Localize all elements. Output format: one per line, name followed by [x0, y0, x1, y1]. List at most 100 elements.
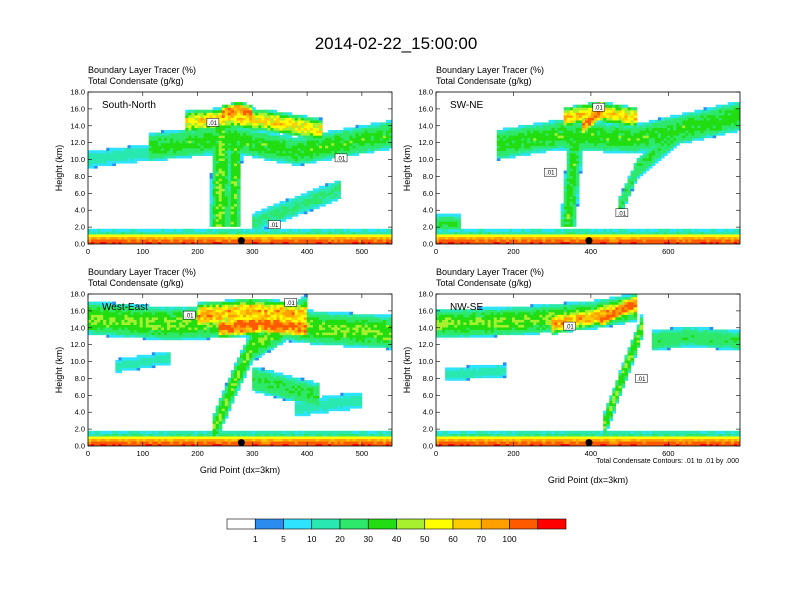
x-axis-label: Grid Point (dx=3km) — [548, 475, 628, 485]
surface-marker — [585, 439, 593, 447]
y-tick-label: 8.0 — [423, 374, 433, 383]
panel-header-tracer: Boundary Layer Tracer (%) — [436, 267, 544, 277]
y-tick-label: 14.0 — [418, 121, 433, 130]
shaded-field — [436, 102, 740, 244]
x-tick-label: 600 — [662, 449, 675, 458]
panel-header-condensate: Total Condensate (g/kg) — [436, 76, 532, 86]
panel-west-east: 0.0 2.0 4.0 6.0 8.0 10.0 12.0 14.0 16.0 18.0 0 100 2… — [54, 267, 393, 475]
y-tick-label: 4.0 — [75, 408, 85, 417]
y-tick-label: 10.0 — [70, 155, 85, 164]
contour-label: .01 — [270, 223, 279, 229]
x-tick-label: 0 — [434, 449, 438, 458]
colorbar-swatch — [226, 518, 256, 530]
x-tick-label: 400 — [585, 449, 598, 458]
y-tick-label: 6.0 — [75, 391, 85, 400]
y-axis-label: Height (km) — [54, 347, 64, 394]
y-axis-label: Height (km) — [402, 145, 412, 192]
x-tick-label: 100 — [137, 449, 150, 458]
y-tick-label: 16.0 — [418, 104, 433, 113]
colorbar-swatch — [254, 518, 284, 530]
colorbar-label: 10 — [307, 534, 317, 544]
y-tick-label: 2.0 — [423, 425, 433, 434]
y-tick-label: 16.0 — [70, 104, 85, 113]
y-tick-label: 2.0 — [75, 425, 85, 434]
panel-header-tracer: Boundary Layer Tracer (%) — [88, 267, 196, 277]
panel-header-tracer: Boundary Layer Tracer (%) — [88, 65, 196, 75]
y-tick-label: 16.0 — [418, 306, 433, 315]
y-tick-label: 2.0 — [75, 223, 85, 232]
y-tick-label: 0.0 — [75, 240, 85, 249]
colorbar-swatch — [283, 518, 313, 530]
y-tick-label: 16.0 — [70, 306, 85, 315]
y-tick-label: 0.0 — [423, 240, 433, 249]
x-tick-label: 0 — [434, 247, 438, 256]
x-tick-label: 600 — [662, 247, 675, 256]
colorbar-label: 60 — [448, 534, 458, 544]
y-tick-label: 10.0 — [70, 357, 85, 366]
contour-note: Total Condensate Contours: .01 to .01 by… — [596, 458, 739, 465]
contour-label-box — [284, 298, 297, 307]
y-tick-label: 14.0 — [70, 323, 85, 332]
y-tick-label: 4.0 — [423, 206, 433, 215]
x-tick-label: 0 — [86, 247, 90, 256]
contour-label: .01 — [185, 314, 194, 320]
y-tick-label: 8.0 — [423, 172, 433, 181]
x-tick-label: 200 — [507, 247, 520, 256]
shaded-field — [436, 294, 740, 446]
plot-frame — [435, 293, 741, 447]
surface-marker — [237, 237, 245, 245]
colorbar-swatch — [339, 518, 369, 530]
contour-label-box — [615, 208, 629, 218]
contour-label: .01 — [286, 301, 295, 307]
plot-frame — [435, 91, 741, 245]
x-tick-label: 500 — [356, 449, 369, 458]
contour-label-box — [267, 220, 281, 229]
colorbar-label: 30 — [364, 534, 374, 544]
y-axis-label: Height (km) — [54, 145, 64, 192]
colorbar-swatch — [396, 518, 426, 530]
contour-label-box — [634, 374, 648, 383]
panels: 0.0 2.0 4.0 6.0 8.0 10.0 12.0 14.0 16.0 18.0 0 100 2… — [54, 65, 741, 485]
y-tick-label: 4.0 — [423, 408, 433, 417]
x-tick-label: 300 — [246, 247, 259, 256]
y-tick-label: 0.0 — [423, 442, 433, 451]
contour-label: .01 — [594, 106, 603, 112]
panel-label: West-East — [102, 302, 148, 313]
contour-label-box — [563, 321, 576, 331]
y-tick-label: 18.0 — [418, 88, 433, 97]
panel-label: South-North — [102, 100, 156, 111]
panel-label: NW-SE — [450, 302, 483, 313]
panel-header-condensate: Total Condensate (g/kg) — [88, 278, 184, 288]
x-axis-label: Grid Point (dx=3km) — [200, 465, 280, 475]
colorbar-label: 70 — [477, 534, 487, 544]
panel-label: SW-NE — [450, 100, 483, 111]
colorbar-swatch — [452, 518, 482, 530]
y-tick-label: 12.0 — [418, 340, 433, 349]
colorbar-label: 1 — [253, 534, 258, 544]
panel-header-condensate: Total Condensate (g/kg) — [88, 76, 184, 86]
y-tick-label: 6.0 — [423, 189, 433, 198]
colorbar-swatch — [424, 518, 454, 530]
colorbar-label: 20 — [335, 534, 345, 544]
x-tick-label: 200 — [191, 449, 204, 458]
panel-header-condensate: Total Condensate (g/kg) — [436, 278, 532, 288]
y-tick-label: 18.0 — [70, 88, 85, 97]
contour-label: .01 — [637, 377, 646, 383]
x-tick-label: 400 — [301, 449, 314, 458]
shaded-field — [88, 294, 392, 446]
y-tick-label: 10.0 — [418, 155, 433, 164]
y-tick-label: 6.0 — [423, 391, 433, 400]
y-tick-label: 4.0 — [75, 206, 85, 215]
y-axis-label: Height (km) — [402, 347, 412, 394]
y-tick-label: 14.0 — [418, 323, 433, 332]
plot-frame — [87, 91, 393, 245]
y-tick-label: 10.0 — [418, 357, 433, 366]
panel-sw-ne: 0.0 2.0 4.0 6.0 8.0 10.0 12.0 14.0 16.0 18.0 0 200 4… — [402, 65, 741, 256]
colorbar-label: 40 — [392, 534, 402, 544]
colorbar-label: 50 — [420, 534, 430, 544]
contour-label-box — [206, 118, 220, 127]
x-tick-label: 200 — [507, 449, 520, 458]
x-tick-label: 100 — [137, 247, 150, 256]
y-tick-label: 0.0 — [75, 442, 85, 451]
